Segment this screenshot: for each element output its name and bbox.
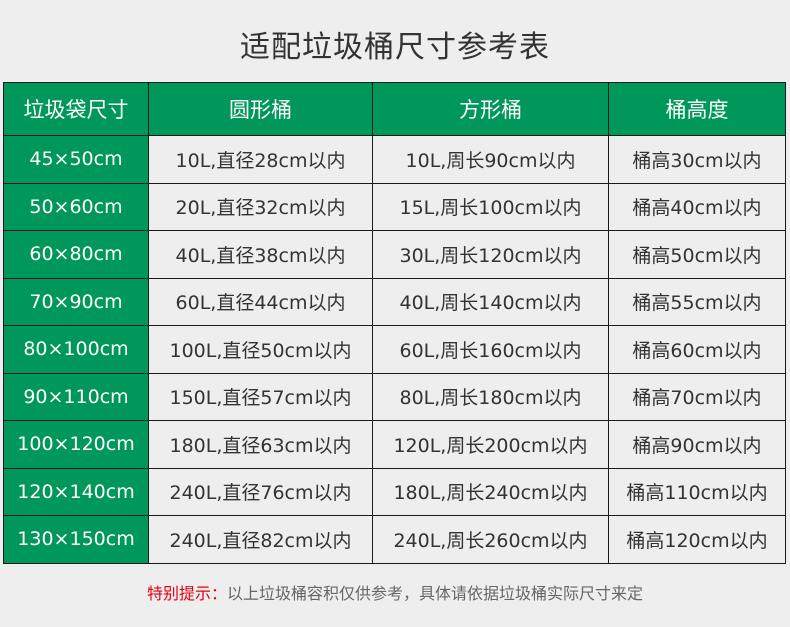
table-row: 100×120cm 180L,直径63cm以内 120L,周长200cm以内 桶高90… [3,420,786,469]
round-bin-cell: 150L,直径57cm以内 [148,372,373,421]
table-row: 90×110cm 150L,直径57cm以内 80L,周长180cm以内 桶高70cm… [3,372,786,421]
table-row: 70×90cm 60L,直径44cm以内 40L,周长140cm以内 桶高55cm以内 [3,277,786,326]
bin-height-cell: 桶高120cm以内 [608,515,786,564]
square-bin-cell: 10L,周长90cm以内 [372,135,609,184]
bag-size-cell: 120×140cm [3,467,149,516]
square-bin-cell: 60L,周长160cm以内 [372,325,609,374]
size-table: 垃圾袋尺寸 圆形桶 方形桶 桶高度 45×50cm 10L,直径28cm以内 10L… [3,82,786,564]
table-row: 45×50cm 10L,直径28cm以内 10L,周长90cm以内 桶高30cm以内 [3,135,786,184]
round-bin-cell: 60L,直径44cm以内 [148,277,373,326]
table-row: 130×150cm 240L,直径82cm以内 240L,周长260cm以内 桶高12… [3,515,786,564]
round-bin-cell: 240L,直径82cm以内 [148,515,373,564]
square-bin-cell: 240L,周长260cm以内 [372,515,609,564]
page-title: 适配垃圾桶尺寸参考表 [240,30,550,65]
header-bin-height: 桶高度 [608,82,786,136]
bin-height-cell: 桶高90cm以内 [608,420,786,469]
note: 特别提示：以上垃圾桶容积仅供参考，具体请依据垃圾桶实际尺寸来定 [0,580,790,604]
bin-height-cell: 桶高55cm以内 [608,277,786,326]
bag-size-cell: 80×100cm [3,325,149,374]
square-bin-cell: 15L,周长100cm以内 [372,182,609,231]
table-row: 80×100cm 100L,直径50cm以内 60L,周长160cm以内 桶高60cm… [3,325,786,374]
square-bin-cell: 80L,周长180cm以内 [372,372,609,421]
bag-size-cell: 90×110cm [3,372,149,421]
header-round-bin: 圆形桶 [148,82,373,136]
note-text: 以上垃圾桶容积仅供参考，具体请依据垃圾桶实际尺寸来定 [227,584,644,603]
bin-height-cell: 桶高110cm以内 [608,467,786,516]
header-square-bin: 方形桶 [372,82,609,136]
table-row: 120×140cm 240L,直径76cm以内 180L,周长240cm以内 桶高11… [3,467,786,516]
bag-size-cell: 70×90cm [3,277,149,326]
bin-height-cell: 桶高30cm以内 [608,135,786,184]
bin-height-cell: 桶高50cm以内 [608,230,786,279]
bag-size-cell: 60×80cm [3,230,149,279]
square-bin-cell: 180L,周长240cm以内 [372,467,609,516]
table-row: 60×80cm 40L,直径38cm以内 30L,周长120cm以内 桶高50cm以内 [3,230,786,279]
bag-size-cell: 130×150cm [3,515,149,564]
bag-size-cell: 50×60cm [3,182,149,231]
round-bin-cell: 180L,直径63cm以内 [148,420,373,469]
bag-size-cell: 45×50cm [3,135,149,184]
header-bag-size: 垃圾袋尺寸 [3,82,149,136]
round-bin-cell: 240L,直径76cm以内 [148,467,373,516]
round-bin-cell: 100L,直径50cm以内 [148,325,373,374]
bag-size-cell: 100×120cm [3,420,149,469]
bin-height-cell: 桶高70cm以内 [608,372,786,421]
square-bin-cell: 40L,周长140cm以内 [372,277,609,326]
square-bin-cell: 120L,周长200cm以内 [372,420,609,469]
table-row: 50×60cm 20L,直径32cm以内 15L,周长100cm以内 桶高40cm以内 [3,182,786,231]
round-bin-cell: 40L,直径38cm以内 [148,230,373,279]
table-header-row: 垃圾袋尺寸 圆形桶 方形桶 桶高度 [3,82,786,136]
bin-height-cell: 桶高40cm以内 [608,182,786,231]
note-label: 特别提示： [146,584,227,603]
round-bin-cell: 10L,直径28cm以内 [148,135,373,184]
bin-height-cell: 桶高60cm以内 [608,325,786,374]
round-bin-cell: 20L,直径32cm以内 [148,182,373,231]
square-bin-cell: 30L,周长120cm以内 [372,230,609,279]
